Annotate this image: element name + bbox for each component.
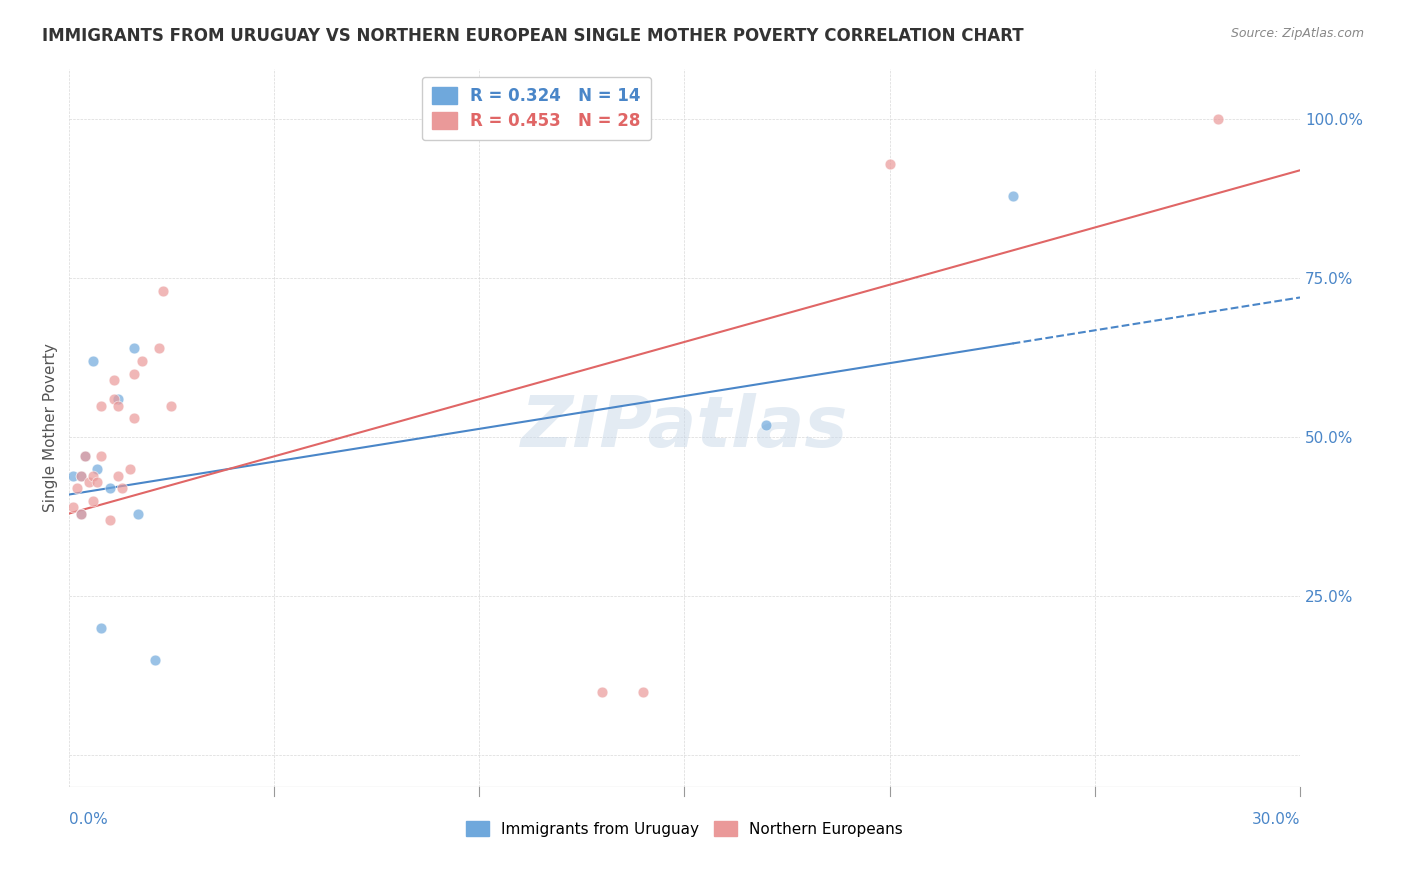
Point — [86, 475, 108, 489]
Point — [82, 468, 104, 483]
Text: 0.0%: 0.0% — [69, 812, 107, 827]
Point — [70, 507, 93, 521]
Point — [98, 481, 121, 495]
Point — [82, 354, 104, 368]
Point — [107, 399, 129, 413]
Point — [70, 507, 93, 521]
Text: Source: ZipAtlas.com: Source: ZipAtlas.com — [1230, 27, 1364, 40]
Point — [86, 462, 108, 476]
Point — [631, 685, 654, 699]
Point — [62, 468, 84, 483]
Point — [122, 411, 145, 425]
Text: 30.0%: 30.0% — [1251, 812, 1301, 827]
Point — [120, 462, 142, 476]
Point — [148, 342, 170, 356]
Y-axis label: Single Mother Poverty: Single Mother Poverty — [44, 343, 58, 512]
Point — [160, 399, 183, 413]
Point — [90, 621, 112, 635]
Legend: Immigrants from Uruguay, Northern Europeans: Immigrants from Uruguay, Northern Europe… — [458, 813, 911, 844]
Point — [66, 481, 89, 495]
Point — [103, 392, 125, 407]
Point — [73, 450, 96, 464]
Point — [591, 685, 613, 699]
Point — [73, 450, 96, 464]
Point — [103, 373, 125, 387]
Point — [122, 342, 145, 356]
Point — [1206, 112, 1229, 127]
Point — [90, 450, 112, 464]
Point — [131, 354, 153, 368]
Point — [111, 481, 134, 495]
Point — [98, 513, 121, 527]
Point — [70, 468, 93, 483]
Point — [70, 468, 93, 483]
Point — [77, 475, 100, 489]
Point — [122, 367, 145, 381]
Point — [82, 494, 104, 508]
Point — [755, 417, 778, 432]
Point — [143, 653, 166, 667]
Point — [90, 399, 112, 413]
Text: ZIPatlas: ZIPatlas — [520, 393, 848, 462]
Point — [127, 507, 149, 521]
Point — [107, 468, 129, 483]
Point — [62, 500, 84, 515]
Point — [152, 284, 174, 298]
Point — [107, 392, 129, 407]
Text: IMMIGRANTS FROM URUGUAY VS NORTHERN EUROPEAN SINGLE MOTHER POVERTY CORRELATION C: IMMIGRANTS FROM URUGUAY VS NORTHERN EURO… — [42, 27, 1024, 45]
Point — [1001, 188, 1024, 202]
Point — [879, 157, 901, 171]
